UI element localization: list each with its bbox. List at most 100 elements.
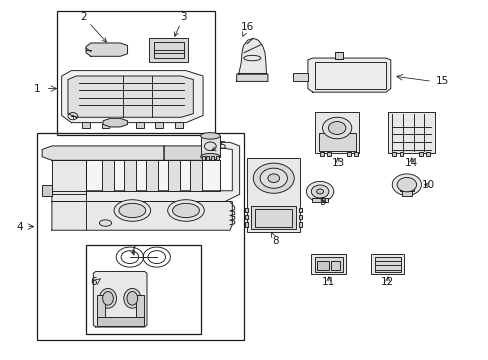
Polygon shape <box>52 202 232 230</box>
Bar <box>293 73 307 81</box>
Bar <box>146 160 158 191</box>
Bar <box>136 295 143 320</box>
Text: 15: 15 <box>434 76 447 86</box>
Bar <box>57 12 215 135</box>
Text: 1: 1 <box>34 84 41 94</box>
Circle shape <box>253 163 294 193</box>
Text: 14: 14 <box>404 158 418 168</box>
Text: 10: 10 <box>422 180 434 190</box>
Text: 7: 7 <box>129 245 135 255</box>
Bar <box>245 222 248 226</box>
Text: 2: 2 <box>80 12 106 42</box>
Bar <box>299 215 302 220</box>
Bar <box>327 152 330 156</box>
Polygon shape <box>238 39 266 74</box>
Bar <box>374 257 400 272</box>
Ellipse shape <box>167 200 204 221</box>
Bar <box>167 160 179 191</box>
Ellipse shape <box>99 220 111 226</box>
Bar <box>399 152 403 156</box>
Bar <box>216 156 219 160</box>
Bar <box>201 156 204 160</box>
Text: 13: 13 <box>331 158 345 168</box>
Bar <box>206 156 209 160</box>
Text: 12: 12 <box>381 277 394 287</box>
Bar <box>97 317 143 326</box>
Bar <box>245 215 248 220</box>
Bar <box>418 152 422 156</box>
Bar <box>426 152 429 156</box>
Bar <box>387 112 434 153</box>
Ellipse shape <box>119 203 145 218</box>
Circle shape <box>260 168 287 188</box>
Bar <box>311 198 328 202</box>
Ellipse shape <box>114 200 150 221</box>
Bar <box>136 122 143 128</box>
Polygon shape <box>86 160 220 191</box>
Bar <box>346 152 350 156</box>
Bar <box>149 39 188 62</box>
Bar <box>391 152 395 156</box>
Bar <box>315 112 358 153</box>
Ellipse shape <box>200 153 220 160</box>
Bar <box>155 122 163 128</box>
Bar <box>299 208 302 212</box>
Bar <box>174 122 182 128</box>
Polygon shape <box>86 43 127 56</box>
Text: 9: 9 <box>319 197 325 207</box>
Bar <box>211 156 214 160</box>
Ellipse shape <box>123 288 141 308</box>
Polygon shape <box>103 118 127 127</box>
Bar <box>299 222 302 226</box>
Circle shape <box>322 117 351 139</box>
Text: 16: 16 <box>240 22 253 36</box>
Bar <box>102 160 114 191</box>
Bar <box>353 152 357 156</box>
Bar <box>334 52 343 59</box>
Text: 5: 5 <box>211 141 225 151</box>
Polygon shape <box>52 160 86 194</box>
Bar <box>251 206 296 229</box>
Bar <box>315 62 385 89</box>
Bar <box>255 209 292 227</box>
Text: 4: 4 <box>17 222 23 231</box>
Text: 3: 3 <box>174 12 186 36</box>
Bar <box>318 133 355 150</box>
Bar <box>330 261 339 270</box>
Text: 11: 11 <box>322 277 335 287</box>
Bar <box>189 160 201 191</box>
Ellipse shape <box>99 288 116 308</box>
Circle shape <box>267 174 279 183</box>
Bar <box>97 295 104 320</box>
Ellipse shape <box>200 133 220 139</box>
Polygon shape <box>163 146 220 160</box>
Bar <box>370 254 404 274</box>
Circle shape <box>306 181 333 202</box>
Circle shape <box>311 185 328 198</box>
Polygon shape <box>61 71 203 123</box>
Bar <box>311 254 346 274</box>
Polygon shape <box>93 271 147 327</box>
Ellipse shape <box>102 292 113 305</box>
Circle shape <box>328 122 345 134</box>
Text: 8: 8 <box>271 233 278 246</box>
Circle shape <box>396 177 416 192</box>
Bar <box>102 122 109 128</box>
Ellipse shape <box>127 292 138 305</box>
Circle shape <box>316 189 323 194</box>
Bar <box>320 152 324 156</box>
Text: 6: 6 <box>90 277 97 287</box>
Bar <box>247 158 300 232</box>
Bar <box>399 188 413 192</box>
Polygon shape <box>42 146 163 160</box>
Bar <box>245 208 248 212</box>
Ellipse shape <box>172 203 199 218</box>
Bar <box>42 185 52 196</box>
Bar <box>154 42 183 58</box>
Bar <box>86 244 200 334</box>
Polygon shape <box>236 73 267 81</box>
Polygon shape <box>307 58 390 92</box>
Bar <box>316 261 328 270</box>
Circle shape <box>391 174 421 195</box>
Bar <box>37 134 244 339</box>
